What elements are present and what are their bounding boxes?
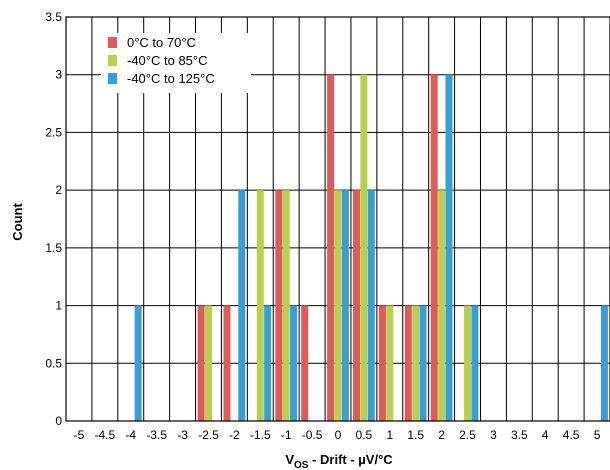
bar bbox=[301, 305, 309, 421]
y-tick-label: 3 bbox=[55, 68, 62, 82]
bar bbox=[600, 305, 608, 421]
x-tick-label: -1.5 bbox=[250, 428, 271, 442]
bar bbox=[238, 190, 246, 421]
x-tick-label: -4 bbox=[125, 428, 136, 442]
y-tick-label: 2 bbox=[55, 183, 62, 197]
y-tick-label: 0 bbox=[55, 414, 62, 428]
bar bbox=[334, 190, 342, 421]
x-tick-label: 3.5 bbox=[511, 428, 528, 442]
x-axis-tick-labels: -5 -4.5 -4 -3.5 -3 -2.5 -2 -1.5 -1 -0.5 0 0.5 1 1.5 2 2… bbox=[74, 428, 601, 442]
x-tick-label: -0.5 bbox=[302, 428, 323, 442]
legend-swatch bbox=[108, 37, 117, 48]
plot-area-border bbox=[65, 16, 610, 422]
bar bbox=[378, 305, 386, 421]
bar bbox=[430, 74, 438, 421]
legend-label: -40°C to 125°C bbox=[127, 71, 215, 86]
y-axis-tick-labels: 0 0.5 1 1.5 2 2.5 3 3.5 bbox=[45, 10, 62, 428]
x-tick-label: -1 bbox=[281, 428, 292, 442]
bar bbox=[360, 74, 368, 421]
bar bbox=[134, 305, 142, 421]
bar bbox=[223, 305, 231, 421]
bar bbox=[353, 190, 361, 421]
x-axis-title-rest: - Drift - µV/°C bbox=[308, 452, 393, 467]
legend-label: 0°C to 70°C bbox=[127, 35, 196, 50]
bar bbox=[404, 305, 412, 421]
bar-layer bbox=[134, 74, 608, 421]
bar bbox=[367, 190, 375, 421]
bar bbox=[445, 74, 453, 421]
x-tick-label: 4.5 bbox=[563, 428, 580, 442]
y-tick-label: 3.5 bbox=[45, 10, 62, 24]
x-tick-label: 4 bbox=[542, 428, 549, 442]
bar bbox=[290, 305, 298, 421]
x-tick-label: -2.5 bbox=[198, 428, 219, 442]
x-axis-title-main: V bbox=[285, 452, 294, 467]
y-tick-label: 2.5 bbox=[45, 125, 62, 139]
bar bbox=[197, 305, 205, 421]
legend-label: -40°C to 85°C bbox=[127, 53, 208, 68]
bar bbox=[419, 305, 427, 421]
x-tick-label: 2 bbox=[438, 428, 445, 442]
y-tick-label: 0.5 bbox=[45, 356, 62, 370]
x-tick-label: -3.5 bbox=[146, 428, 167, 442]
legend-background bbox=[101, 33, 251, 93]
x-tick-label: 2.5 bbox=[459, 428, 476, 442]
bar bbox=[386, 305, 394, 421]
bar bbox=[412, 305, 420, 421]
x-tick-label: -4.5 bbox=[95, 428, 116, 442]
legend: 0°C to 70°C -40°C to 85°C -40°C to 125°C bbox=[101, 33, 251, 93]
bar bbox=[256, 190, 264, 421]
x-tick-label: -5 bbox=[74, 428, 85, 442]
bar bbox=[204, 305, 212, 421]
bar bbox=[471, 305, 479, 421]
bar bbox=[464, 305, 472, 421]
bar bbox=[264, 305, 272, 421]
bar bbox=[341, 190, 349, 421]
y-tick-label: 1.5 bbox=[45, 241, 62, 255]
x-tick-label: 0.5 bbox=[356, 428, 373, 442]
x-tick-label: 5 bbox=[594, 428, 601, 442]
x-tick-label: 3 bbox=[490, 428, 497, 442]
bar bbox=[327, 74, 335, 421]
x-axis-title-subscript: OS bbox=[294, 460, 309, 470]
x-axis-title: VOS - Drift - µV/°C bbox=[285, 452, 393, 470]
y-tick-label: 1 bbox=[55, 299, 62, 313]
bar bbox=[275, 190, 283, 421]
x-tick-label: -2 bbox=[229, 428, 240, 442]
y-axis-title: Count bbox=[10, 203, 25, 241]
x-tick-label: 0 bbox=[335, 428, 342, 442]
bar bbox=[438, 190, 446, 421]
legend-swatch bbox=[108, 55, 117, 66]
legend-swatch bbox=[108, 73, 117, 84]
x-tick-label: 1.5 bbox=[407, 428, 424, 442]
x-tick-label: -3 bbox=[177, 428, 188, 442]
bar bbox=[282, 190, 290, 421]
x-tick-label: 1 bbox=[386, 428, 393, 442]
